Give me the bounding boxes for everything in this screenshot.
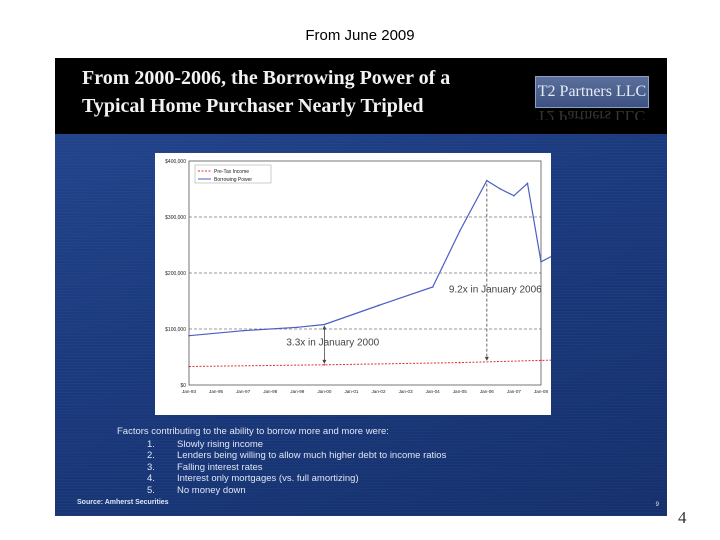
borrowing-power-data-point [513, 194, 515, 197]
income-data-point [540, 359, 542, 362]
x-tick-label: Jan-08 [534, 389, 548, 394]
legend-box [194, 164, 272, 184]
x-tick-label: Jan-05 [453, 389, 467, 394]
borrowing-power-data-point [526, 182, 529, 185]
x-tick-label: Jan-95 [209, 389, 223, 394]
borrowing-power-data-point [431, 286, 434, 288]
x-tick-label: Jan-06 [480, 389, 494, 394]
legend-label: Borrowing Power [214, 177, 252, 183]
x-tick-label: Jan-01 [344, 389, 358, 394]
borrowing-power-data-point [188, 334, 190, 337]
x-tick-label: Jan-04 [426, 389, 440, 394]
annotation-arrowhead [322, 359, 327, 364]
borrowing-power-data-point [323, 323, 326, 326]
income-data-point [458, 361, 461, 364]
slide-title: From 2000-2006, the Borrowing Power of a… [82, 64, 522, 120]
borrowing-power-data-point [499, 188, 502, 190]
annotation-arrowhead [322, 325, 327, 330]
annotation-arrowhead [484, 356, 489, 361]
factor-item: 5. No money down [117, 485, 637, 497]
factor-text: No money down [177, 484, 246, 496]
slide-title-line-2: Typical Home Purchaser Nearly Tripled [82, 95, 424, 117]
factor-number: 1. [147, 438, 155, 450]
income-data-point [188, 365, 190, 368]
factor-number: 3. [147, 461, 155, 473]
x-tick-label: Jan-97 [236, 389, 250, 394]
factor-text: Falling interest rates [177, 461, 263, 473]
y-tick-label: $100,000 [165, 327, 186, 333]
factor-item: 1. Slowly rising income [117, 439, 637, 451]
factor-item: 2. Lenders being willing to allow much hi… [117, 450, 637, 462]
page-number: 4 [678, 508, 687, 527]
borrowing-power-data-point [486, 179, 488, 182]
page-caption: From June 2009 [305, 27, 415, 44]
y-tick-label: $0 [180, 383, 186, 389]
factors-list: Factors contributing to the ability to b… [117, 426, 637, 496]
borrowing-power-data-point [540, 261, 542, 263]
company-logo: T2 Partners LLC [535, 76, 649, 108]
factor-number: 2. [147, 450, 155, 461]
y-tick-label: $300,000 [165, 215, 186, 221]
x-tick-label: Jan-99 [290, 389, 304, 394]
factor-text: Slowly rising income [177, 438, 264, 450]
x-tick-label: Jan-07 [507, 389, 521, 394]
borrowing-power-data-point [458, 230, 461, 232]
income-series-line [188, 359, 569, 367]
source-note: Source: Amherst Securities [77, 499, 169, 506]
slide: From 2000-2006, the Borrowing Power of a… [55, 58, 667, 516]
annotation-label-2006: 9.2x in January 2006 [449, 285, 542, 296]
legend-label: Pre-Tax Income [214, 169, 249, 175]
borrowing-power-data-point [377, 304, 380, 307]
factors-intro: Factors contributing to the ability to b… [117, 426, 389, 437]
company-logo-reflection: T2 Partners LLC [536, 108, 646, 120]
x-tick-label: Jan-00 [317, 389, 331, 394]
x-tick-label: Jan-03 [399, 389, 413, 394]
borrowing-power-series-line [188, 179, 569, 337]
annotation-label-2000: 3.3x in January 2000 [286, 337, 379, 348]
factor-number: 4. [147, 473, 155, 484]
x-tick-label: Jan-02 [372, 389, 386, 394]
borrowing-power-data-point [296, 326, 299, 329]
income-data-point [323, 364, 326, 366]
y-tick-label: $200,000 [165, 271, 186, 277]
x-tick-label: Jan-93 [182, 389, 196, 394]
borrowing-power-data-point [242, 329, 244, 332]
slide-title-line-1: From 2000-2006, the Borrowing Power of a [82, 67, 451, 89]
x-tick-label: Jan-98 [263, 389, 277, 394]
company-logo-text: T2 Partners LLC [537, 83, 647, 100]
borrowing-power-chart: $0 $100,000 $200,000 $300,000 $400,000 Jan-93… [165, 159, 569, 394]
slide-number: 9 [655, 502, 659, 508]
y-tick-label: $400,000 [165, 159, 186, 165]
factor-number: 5. [147, 484, 155, 496]
chart-panel: $0 $100,000 $200,000 $300,000 $400,000 Jan-93… [155, 153, 569, 415]
factor-item: 4. Interest only mortgages (vs. full amor… [117, 473, 637, 485]
factor-text: Interest only mortgages (vs. full amorti… [177, 473, 359, 484]
factor-item: 3. Falling interest rates [117, 462, 637, 474]
factor-text: Lenders being willing to allow much high… [177, 450, 447, 461]
header-divider [55, 131, 667, 134]
